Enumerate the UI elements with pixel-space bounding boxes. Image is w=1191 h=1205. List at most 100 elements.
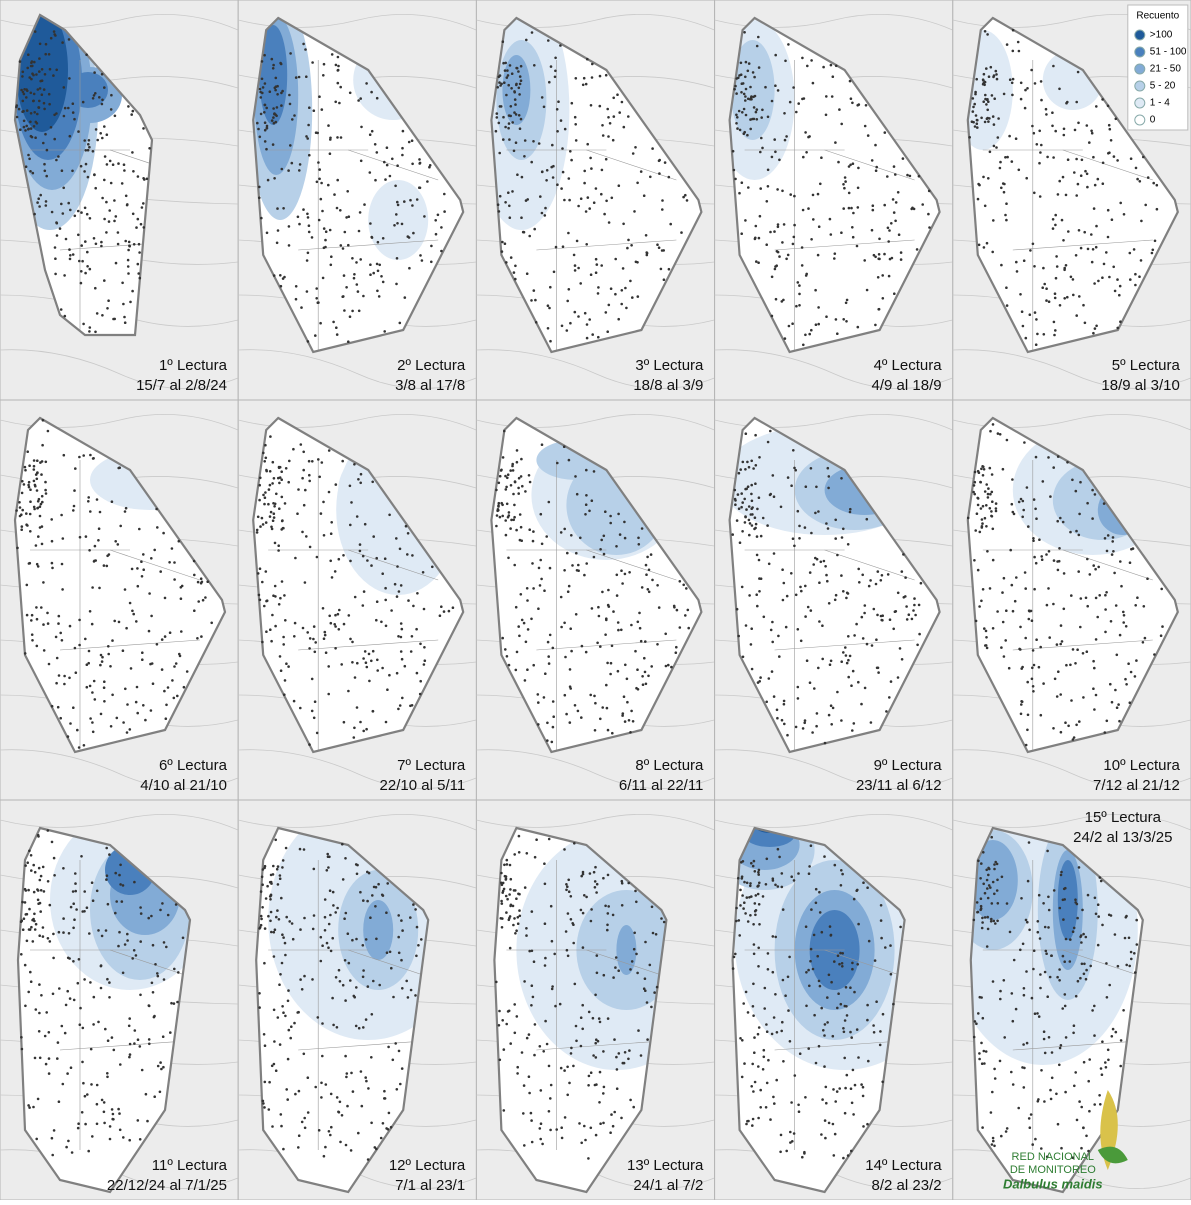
sample-point: [881, 1012, 885, 1016]
sample-point: [263, 103, 267, 107]
sample-point: [821, 1098, 824, 1101]
sample-point: [1010, 1070, 1013, 1074]
sample-point: [585, 336, 589, 340]
sample-point: [986, 550, 989, 553]
sample-point: [26, 861, 30, 864]
sample-point: [1010, 81, 1014, 85]
sample-point: [355, 706, 359, 709]
sample-point: [792, 235, 796, 239]
sample-point: [921, 203, 924, 206]
sample-point: [314, 334, 317, 337]
sample-point: [34, 1008, 38, 1011]
sample-point: [893, 610, 897, 613]
sample-point: [1092, 331, 1095, 335]
sample-point: [62, 917, 65, 920]
sample-point: [36, 459, 39, 462]
sample-point: [351, 257, 354, 260]
sample-point: [1042, 1037, 1046, 1041]
sample-point: [645, 1001, 649, 1004]
sample-point: [1008, 930, 1012, 934]
sample-point: [409, 198, 412, 202]
sample-point: [77, 233, 80, 237]
sample-point: [50, 840, 54, 844]
sample-point: [773, 138, 776, 141]
sample-point: [1071, 278, 1075, 281]
sample-point: [851, 961, 854, 965]
sample-point: [126, 258, 130, 262]
sample-point: [1159, 634, 1163, 637]
sample-point: [818, 620, 821, 623]
sample-point: [33, 30, 37, 33]
sample-point: [122, 1136, 125, 1139]
sample-point: [1027, 617, 1031, 621]
sample-point: [370, 1121, 373, 1125]
sample-point: [551, 176, 555, 179]
sample-point: [199, 577, 203, 580]
sample-point: [281, 526, 285, 530]
sample-point: [539, 558, 542, 562]
sample-point: [315, 287, 318, 290]
sample-point: [204, 596, 207, 599]
sample-point: [117, 620, 121, 624]
sample-point: [27, 483, 30, 487]
sample-point: [315, 731, 319, 735]
sample-point: [642, 987, 646, 990]
sample-point: [554, 56, 557, 60]
sample-point: [617, 628, 620, 632]
sample-point: [788, 955, 791, 959]
sample-point: [640, 586, 644, 589]
sample-point: [33, 928, 37, 931]
sample-point: [308, 637, 312, 640]
sample-point: [757, 965, 760, 968]
sample-point: [801, 56, 804, 60]
sample-point: [137, 242, 141, 246]
sample-point: [193, 573, 196, 577]
sample-point: [20, 528, 24, 531]
sample-point: [501, 240, 504, 244]
sample-point: [643, 670, 647, 674]
sample-point: [612, 976, 615, 979]
sample-point: [280, 961, 284, 965]
sample-point: [19, 920, 23, 923]
sample-point: [796, 685, 800, 689]
sample-point: [347, 243, 350, 247]
sample-point: [44, 492, 48, 495]
sample-point: [525, 587, 529, 590]
sample-point: [1031, 649, 1035, 652]
sample-point: [1005, 286, 1008, 290]
sample-point: [794, 725, 798, 729]
sample-point: [42, 623, 45, 626]
sample-point: [570, 534, 573, 537]
sample-point: [36, 888, 39, 891]
sample-point: [334, 647, 337, 650]
sample-point: [544, 956, 547, 960]
sample-point: [88, 549, 91, 552]
sample-point: [100, 934, 104, 938]
sample-point: [283, 679, 287, 682]
sample-point: [1077, 533, 1081, 537]
sample-point: [332, 320, 335, 324]
sample-point: [52, 30, 56, 33]
sample-point: [739, 468, 742, 471]
sample-point: [307, 123, 310, 127]
sample-point: [1021, 942, 1025, 946]
sample-point: [1017, 500, 1021, 504]
sample-point: [810, 328, 813, 332]
sample-point: [1107, 1058, 1110, 1062]
sample-point: [368, 171, 372, 174]
sample-point: [630, 623, 633, 627]
sample-point: [981, 78, 985, 81]
sample-point: [579, 282, 582, 285]
sample-point: [841, 965, 844, 968]
sample-point: [145, 177, 149, 181]
sample-point: [141, 658, 144, 661]
sample-point: [1099, 1103, 1102, 1106]
sample-point: [1142, 155, 1145, 159]
sample-point: [33, 60, 36, 64]
sample-point: [843, 1111, 847, 1115]
sample-point: [44, 488, 47, 492]
sample-point: [1060, 640, 1064, 643]
sample-point: [1146, 577, 1149, 580]
sample-point: [324, 1083, 328, 1086]
sample-point: [406, 996, 410, 999]
